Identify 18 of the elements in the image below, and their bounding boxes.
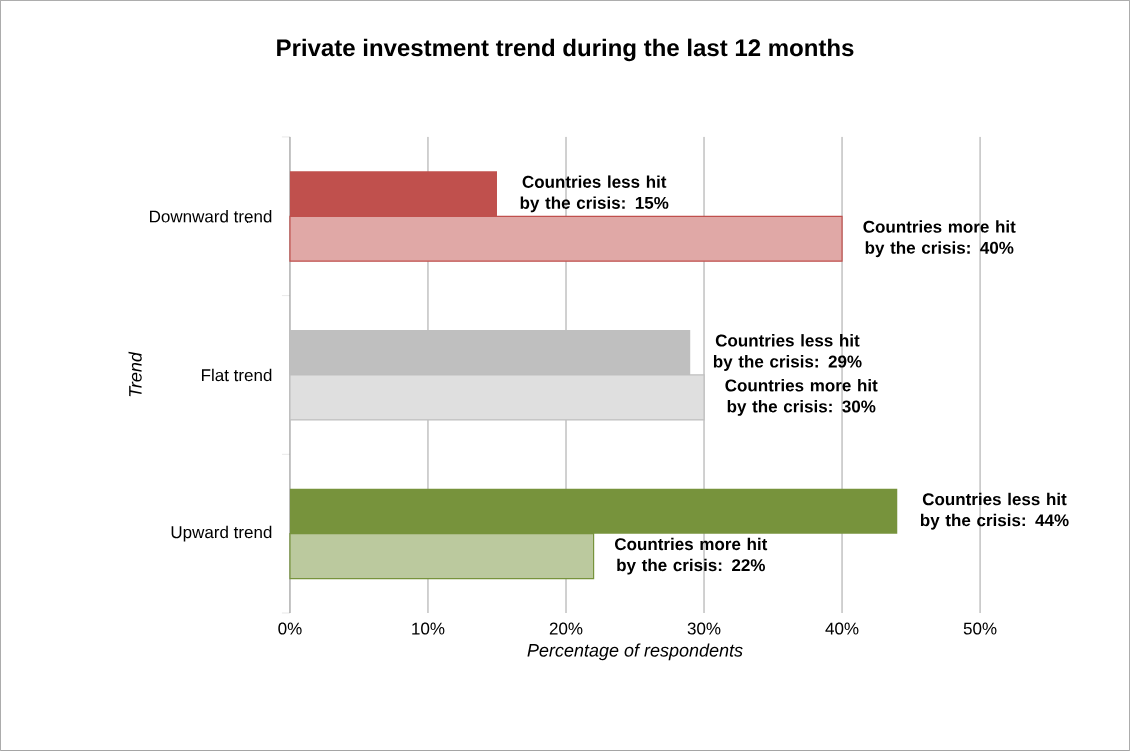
data-label: Countries more hit by the crisis: 40% — [863, 220, 1016, 258]
data-label: Countries more hit by the crisis: 30% — [725, 379, 878, 416]
y-tick-label: Upward trend — [171, 525, 272, 542]
x-tick-label: 40% — [825, 622, 859, 635]
x-tick-label: 0% — [278, 622, 302, 635]
data-label: Countries less hit by the crisis: 44% — [920, 492, 1069, 530]
chart-title: Private investment trend during the last 12 months — [277, 38, 854, 62]
x-tick-label: 50% — [963, 622, 997, 635]
x-tick-label: 20% — [549, 622, 583, 635]
y-tick-label: Flat trend — [202, 368, 272, 382]
y-tick-label: Downward trend — [150, 210, 272, 223]
x-tick-label: 10% — [412, 622, 445, 635]
data-label: Countries less hit by the crisis: 15% — [520, 175, 669, 213]
data-label: Countries more hit by the crisis: 22% — [615, 537, 768, 575]
y-axis-title: Trend — [128, 351, 142, 397]
data-label: Countries less hit by the crisis: 29% — [713, 334, 862, 371]
x-axis-title: Percentage of respondents — [527, 643, 743, 661]
x-tick-label: 30% — [687, 622, 721, 635]
